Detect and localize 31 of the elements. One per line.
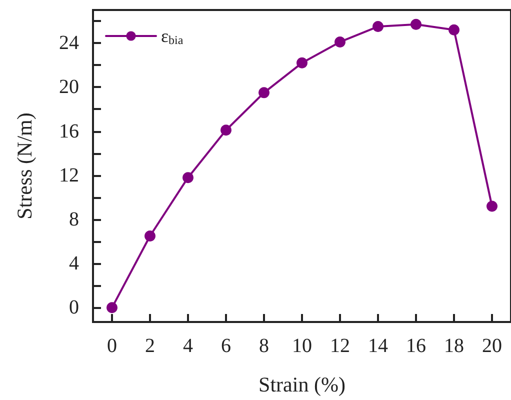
x-tick-label: 4 xyxy=(183,335,193,357)
point xyxy=(410,18,422,30)
y-tick-label: 4 xyxy=(69,252,79,275)
point xyxy=(106,302,118,314)
y-tick-label: 20 xyxy=(59,76,79,98)
point xyxy=(448,24,460,36)
point xyxy=(144,230,156,242)
x-tick-label: 16 xyxy=(406,335,426,357)
x-tick-label: 14 xyxy=(368,335,388,357)
point xyxy=(182,172,194,184)
x-tick-label: 20 xyxy=(482,335,502,357)
point xyxy=(486,200,498,212)
y-tick-label: 16 xyxy=(59,120,79,142)
point xyxy=(334,36,346,48)
y-tick-label: 0 xyxy=(69,296,79,319)
x-tick-label: 10 xyxy=(292,335,312,357)
y-tick-label: 12 xyxy=(59,164,79,186)
point xyxy=(220,124,232,136)
x-tick-label: 2 xyxy=(145,335,155,357)
point xyxy=(258,87,270,98)
point xyxy=(372,21,384,32)
y-axis-title: Stress (N/m) xyxy=(12,112,36,220)
y-tick-label: 8 xyxy=(69,208,79,230)
x-tick-label: 18 xyxy=(444,335,464,357)
point xyxy=(296,57,308,68)
x-tick-label: 0 xyxy=(107,335,117,357)
x-axis-title: Strain (%) xyxy=(258,372,346,396)
y-tick-label: 24 xyxy=(59,32,79,54)
x-tick-label: 8 xyxy=(259,335,269,357)
x-tick-label: 12 xyxy=(330,335,350,357)
x-tick-label: 6 xyxy=(221,335,231,357)
